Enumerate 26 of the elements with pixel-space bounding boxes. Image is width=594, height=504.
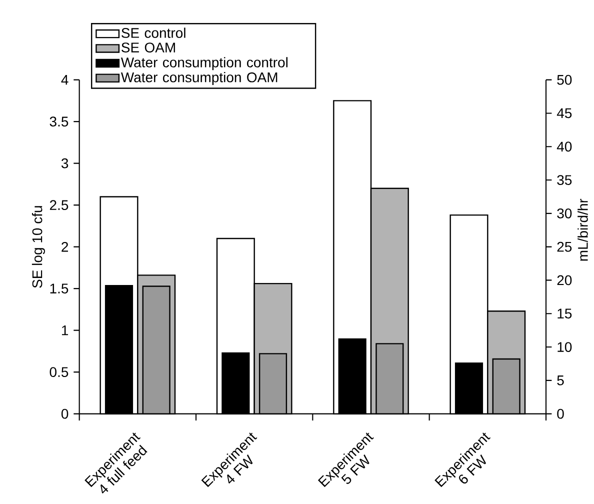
y2-tick-label: 30 xyxy=(557,208,572,218)
y2-tick-label: 50 xyxy=(557,74,572,85)
y2-tick-label: 25 xyxy=(557,242,572,252)
y2-tick-label: 10 xyxy=(558,342,572,352)
y2-tick-label: 15 xyxy=(558,308,572,319)
y2-tick-label: 20 xyxy=(557,275,572,286)
y2-tick-label: 40 xyxy=(556,142,572,152)
y2-tick-label: 0 xyxy=(557,408,564,419)
y-tick-label: 1 xyxy=(62,326,68,336)
y-tick-label: 3.5 xyxy=(50,116,68,127)
y2-axis-title: mL/bird/hr xyxy=(578,198,588,261)
y-tick-label: 2.5 xyxy=(50,200,68,210)
y-tick-label: 3 xyxy=(61,158,68,168)
y-tick-label: 0 xyxy=(61,408,68,419)
y2-tick-label: 45 xyxy=(556,108,572,118)
y-tick-label: 0.5 xyxy=(50,367,68,378)
y-tick-label: 1.5 xyxy=(50,284,68,294)
y-tick-label: 4 xyxy=(61,75,68,85)
legend-label: SE control xyxy=(122,28,186,38)
legend-label: SE OAM xyxy=(122,42,175,52)
y2-tick-label: 5 xyxy=(557,376,564,386)
y2-tick-label: 35 xyxy=(557,175,572,185)
legend-label: Water consumption control xyxy=(120,57,288,70)
y-tick-label: 2 xyxy=(62,242,68,252)
legend-label: Water consumption OAM xyxy=(120,72,278,86)
y-axis-title: SE log 10 cfu xyxy=(32,206,45,288)
